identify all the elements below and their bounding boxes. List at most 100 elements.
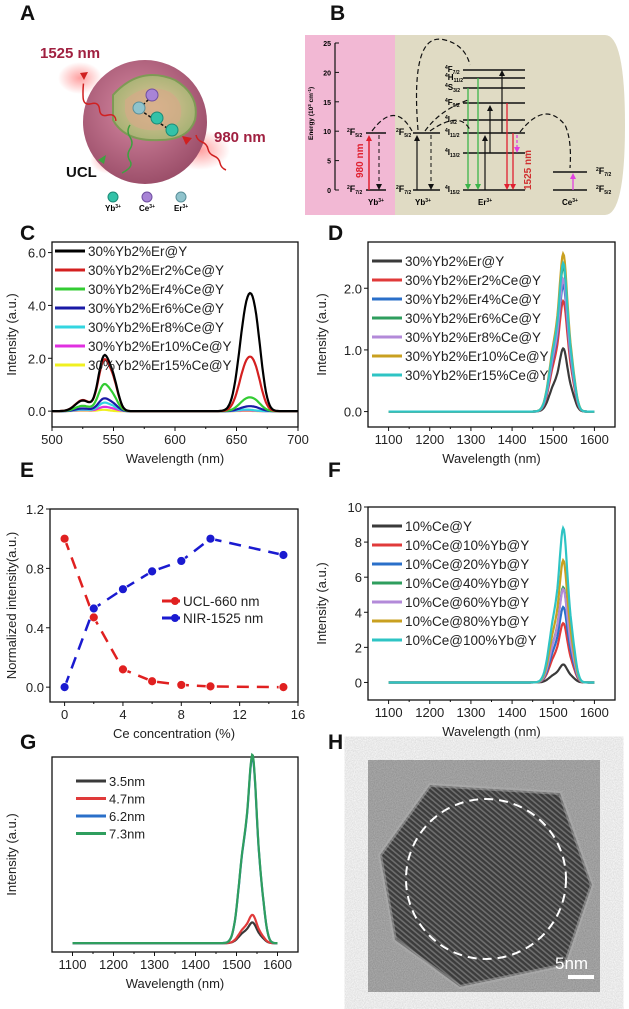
legend-label: 30%Yb2%Er6%Ce@Y [405,311,541,326]
er-legend-dot [175,191,187,203]
legend-label: 7.3nm [109,827,145,842]
y-axis-label: Intensity (a.u.) [314,562,329,644]
legend-label: 30%Yb2%Er8%Ce@Y [405,330,541,345]
legend-label: 6.2nm [109,809,145,824]
y-axis-label: Intensity (a.u.) [314,293,329,375]
data-point [205,681,216,692]
y-tick-label: 4.0 [28,298,46,313]
data-point [88,603,99,614]
x-axis-label: Ce concentration (%) [113,726,235,741]
y-tick-label: 10 [348,500,362,515]
chart-g-size-dependent-spectra: 1100 1200 1300 1400 1500 1600 Wavelength (nm) I… [4,752,299,991]
x-tick-label: 1100 [375,432,403,447]
x-tick-label: 1200 [415,705,444,720]
energy-tick-label: 0 [327,188,331,195]
x-tick-label: 1300 [140,957,169,972]
x-axis-label: Wavelength (nm) [126,451,225,466]
excitation-wavelength-label: 980 nm [355,143,366,178]
energy-tick-label: 25 [323,41,331,48]
legend-label: 30%Yb2%Er2%Ce@Y [405,273,541,288]
y-tick-label: 0.0 [28,404,46,419]
legend-label: 30%Yb2%Er2%Ce@Y [88,263,224,278]
legend-label: 10%Ce@100%Yb@Y [405,633,537,648]
chart-d-emission-spectra-nir: 1100 1200 1300 1400 1500 1600 0.0 1.0 2.0 Wavelen… [314,241,616,466]
y-tick-label: 0.4 [26,621,44,636]
x-tick-label: 1600 [580,705,609,720]
y-tick-label: 0.8 [26,561,44,576]
yb-legend-label: Yb3+ [105,204,121,213]
series-line [72,754,278,945]
data-point [278,550,289,560]
y-tick-label: 1.0 [344,343,362,358]
x-tick-label: 1600 [263,957,292,972]
yb-core-upper-term: 2F5/2 [396,127,411,139]
yb-lower-term: 2F7/2 [347,184,362,196]
energy-level-diagram: 0 5 10 15 20 25 Energy (103 cm-1) 2F5/2 2F7/2… [305,35,625,215]
y-tick-label: 8 [355,535,362,550]
legend-label: 30%Yb2%Er@Y [405,254,504,269]
series-line [388,524,595,684]
legend-marker [171,614,179,622]
x-tick-label: 1300 [456,705,485,720]
legend-label: NIR-1525 nm [183,611,263,626]
energy-tick-label: 15 [323,100,331,107]
excitation-label: 980 nm [214,129,266,146]
x-tick-label: 1100 [375,705,403,720]
energy-transfer-arcs [371,38,572,169]
legend-label: 10%Ce@80%Yb@Y [405,614,529,629]
x-tick-label: 1400 [498,432,527,447]
ce-legend-label: Ce3+ [139,204,155,213]
plot-frame [49,508,299,703]
y-tick-label: 2 [355,640,362,655]
x-tick-label: 600 [164,432,186,447]
er-level-term: 4I9/2 [445,115,457,126]
y-tick-label: 6.0 [28,246,46,261]
x-tick-label: 550 [103,432,125,447]
panel-label-g: G [20,731,37,754]
y-tick-label: 6 [355,570,362,585]
nir-emission-wavelength-label: 1525 nm [523,150,534,190]
legend-label: 30%Yb2%Er10%Ce@Y [88,339,232,354]
tem-image: 5nm [368,760,600,992]
data-point [205,533,216,544]
er-level-term: 4F7/2 [445,65,460,76]
energy-axis-ticks: 0 5 10 15 20 25 [323,41,339,195]
legend-label: 30%Yb2%Er4%Ce@Y [405,292,541,307]
yb-ion [165,123,179,137]
ce-ion [145,88,159,102]
panel-label-a: A [20,2,36,25]
core-shell-nanoparticle-illustration: 1525 nm 980 nm UCL Yb3+ Ce3+ Er3+ [40,45,266,213]
ion-legend: Yb3+ Ce3+ Er3+ [105,191,188,213]
y-tick-label: 4 [355,605,362,620]
x-tick-label: 16 [291,707,305,722]
y-axis-label: Normalized intensity(a.u.) [4,532,19,679]
x-axis-label: Wavelength (nm) [126,976,225,991]
er-level-term: 4I15/2 [445,185,460,196]
x-tick-label: 1500 [539,432,568,447]
legend-label: 10%Ce@60%Yb@Y [405,595,529,610]
data-point [59,533,70,544]
scale-bar [568,975,594,979]
data-point [147,566,158,577]
species-label-ce: Ce3+ [562,198,578,207]
panel-label-c: C [20,222,36,245]
legend-label: 30%Yb2%Er4%Ce@Y [88,282,224,297]
x-tick-label: 1400 [498,705,527,720]
x-axis-label: Wavelength (nm) [442,451,541,466]
x-tick-label: 12 [232,707,246,722]
panel-g: G 1100 1200 1300 1400 1500 1600 Wavelength (nm… [0,731,310,1009]
data-point [147,676,158,687]
species-label-yb-1: Yb3+ [368,198,384,207]
panel-c: C 500 550 600 650 700 0.0 2.0 4.0 6.0 Wavelength … [0,220,310,466]
core-region [395,35,625,215]
legend-label: UCL-660 nm [183,594,260,609]
legend-label: 3.5nm [109,774,145,789]
legend-label: 10%Ce@Y [405,519,472,534]
chart-e-normalized-intensity: 0 4 8 12 16 0.0 0.4 0.8 1.2 Ce concentration (%) N… [4,502,305,741]
energy-axis-label: Energy (103 cm-1) [307,87,315,140]
nanoparticle-lattice [380,785,592,987]
y-tick-label: 0 [355,675,362,690]
x-tick-label: 4 [119,707,126,722]
x-tick-label: 1200 [99,957,128,972]
panel-h: H 5nm [310,731,629,1009]
